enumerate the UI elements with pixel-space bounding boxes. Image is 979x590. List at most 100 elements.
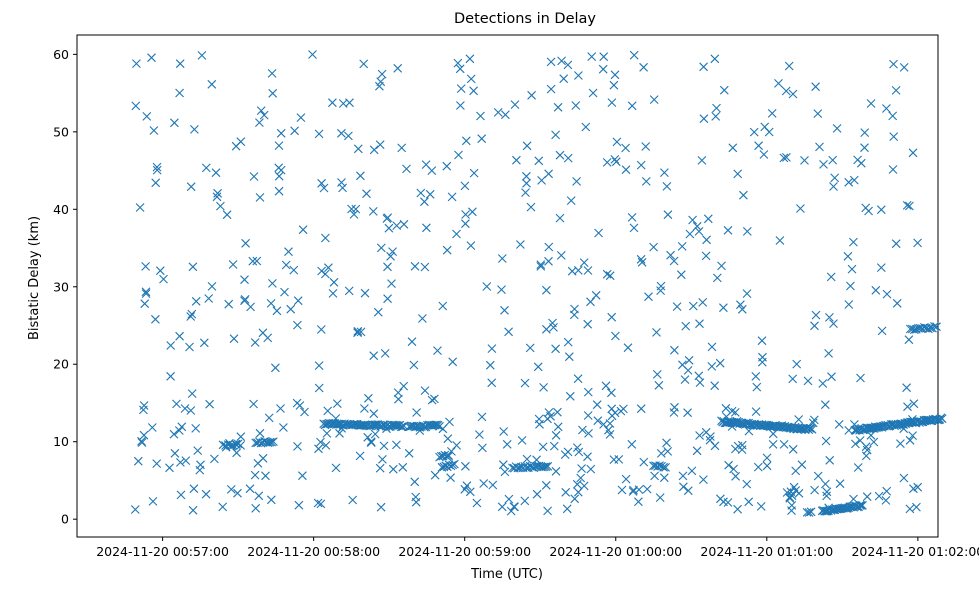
data-point <box>265 437 275 447</box>
data-point <box>546 57 556 67</box>
data-point <box>515 463 524 473</box>
data-point <box>232 448 241 458</box>
data-point <box>903 402 912 412</box>
data-point <box>551 130 560 140</box>
data-point <box>553 102 563 112</box>
data-point <box>810 485 819 495</box>
data-point <box>526 202 536 212</box>
data-point <box>328 289 338 298</box>
data-point <box>344 131 353 141</box>
data-point <box>902 201 912 210</box>
data-point <box>742 227 752 236</box>
data-point <box>612 137 622 147</box>
data-point <box>148 497 158 506</box>
data-point <box>375 463 385 473</box>
data-point <box>328 98 337 108</box>
data-point <box>581 122 591 132</box>
data-point <box>177 422 187 432</box>
data-point <box>466 74 476 84</box>
data-point <box>828 155 838 165</box>
data-point <box>152 165 162 175</box>
data-point <box>628 487 638 496</box>
data-point <box>855 500 865 510</box>
data-point <box>323 406 333 416</box>
data-point <box>825 313 834 322</box>
data-point <box>418 314 427 323</box>
data-point <box>710 441 720 451</box>
data-point <box>398 462 408 472</box>
data-point <box>159 274 168 284</box>
data-point <box>176 458 185 467</box>
data-point <box>316 437 325 447</box>
data-point <box>314 361 324 370</box>
data-point <box>730 408 740 417</box>
data-point <box>375 140 385 150</box>
data-point <box>149 126 159 135</box>
data-point <box>892 298 902 308</box>
data-point <box>669 256 679 266</box>
data-point <box>586 297 595 307</box>
plot-area <box>76 34 947 538</box>
data-point <box>607 98 617 107</box>
data-point <box>537 176 546 185</box>
data-point <box>687 466 697 476</box>
x-tick-label: 2024-11-20 00:59:00 <box>398 544 531 559</box>
data-point <box>683 486 693 496</box>
data-point <box>461 461 470 471</box>
data-point <box>586 464 596 474</box>
data-point <box>487 344 497 353</box>
data-point <box>768 429 778 439</box>
data-point <box>751 372 761 381</box>
data-point <box>669 408 679 417</box>
data-point <box>131 101 141 111</box>
data-point <box>207 79 217 89</box>
data-point <box>594 228 603 238</box>
data-point <box>660 168 669 177</box>
data-point <box>767 109 777 118</box>
data-point <box>255 193 265 202</box>
data-point <box>536 262 546 271</box>
data-point <box>678 360 687 370</box>
data-point <box>656 449 666 458</box>
data-point <box>663 447 673 456</box>
data-point <box>599 52 609 62</box>
data-point <box>359 59 369 69</box>
data-point <box>688 215 697 225</box>
data-point <box>274 141 284 150</box>
data-point <box>905 201 914 211</box>
data-point <box>853 463 863 472</box>
data-point <box>512 155 521 165</box>
data-point <box>762 453 772 463</box>
data-point <box>329 277 339 287</box>
data-point <box>749 127 759 137</box>
data-point <box>724 460 733 470</box>
data-point <box>557 56 566 66</box>
data-point <box>563 337 573 347</box>
data-point <box>280 287 289 297</box>
y-axis-title: Bistatic Delay (km) <box>27 216 42 340</box>
data-point <box>498 460 508 470</box>
data-point <box>707 362 717 371</box>
data-point <box>433 346 442 355</box>
data-point <box>407 337 417 347</box>
data-point <box>785 493 795 503</box>
data-point <box>452 441 461 450</box>
data-point <box>289 265 299 275</box>
data-point <box>140 299 150 309</box>
data-point <box>699 62 708 72</box>
data-point <box>856 501 866 510</box>
data-point <box>849 175 859 185</box>
data-point <box>684 355 694 365</box>
data-point <box>574 71 583 80</box>
data-point <box>383 294 392 304</box>
data-point <box>549 323 558 332</box>
data-point <box>692 446 702 456</box>
data-point <box>479 479 489 488</box>
data-point <box>253 458 263 468</box>
data-point <box>719 303 728 313</box>
data-point <box>888 165 898 174</box>
data-point <box>663 210 673 220</box>
data-point <box>539 383 548 392</box>
data-point <box>228 440 238 450</box>
data-point <box>829 182 838 191</box>
